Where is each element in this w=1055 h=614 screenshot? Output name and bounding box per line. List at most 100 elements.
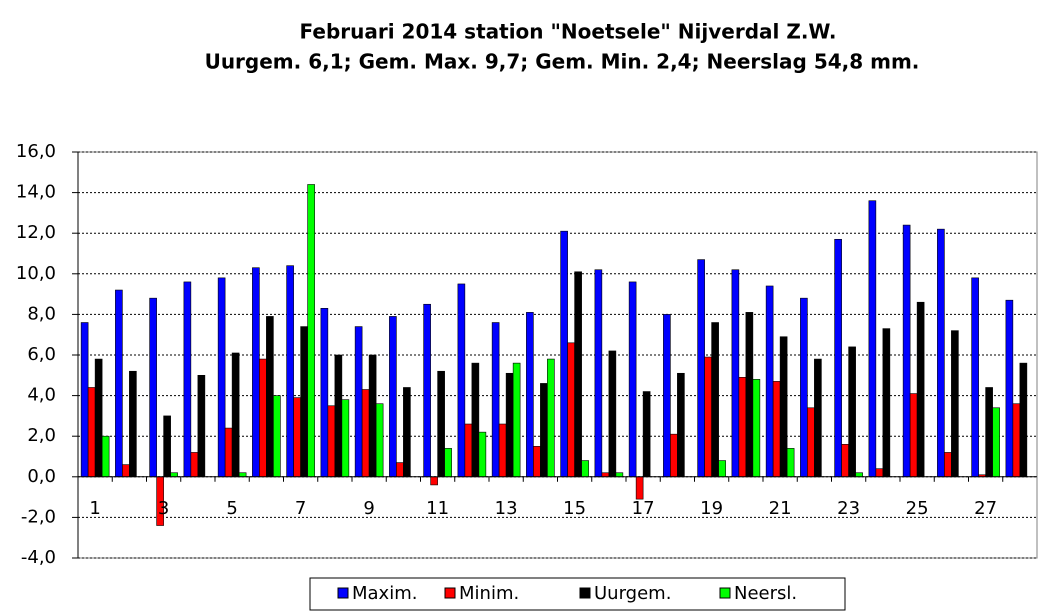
bar [375, 403, 384, 478]
y-tick-label: 6,0 [27, 344, 56, 365]
x-tick-label: 9 [363, 498, 374, 519]
bar [711, 322, 719, 478]
chart-title: Februari 2014 station "Noetsele" Nijverd… [300, 20, 837, 44]
bar [752, 379, 761, 478]
bar [183, 281, 192, 478]
bar [403, 387, 411, 478]
bar [916, 301, 925, 478]
bar [909, 393, 918, 478]
x-tick-label: 15 [563, 498, 586, 519]
bar [902, 224, 911, 478]
bar [437, 370, 445, 478]
bar [320, 308, 329, 478]
bar [266, 316, 274, 478]
bar [341, 399, 350, 478]
bar [814, 358, 822, 478]
bar [745, 312, 754, 478]
bar [738, 377, 747, 478]
y-tick-label: 10,0 [16, 263, 56, 284]
bar [286, 265, 294, 478]
bar [800, 297, 808, 478]
legend-label: Neersl. [734, 583, 797, 604]
bar [115, 289, 123, 478]
bar [238, 472, 247, 478]
bar [498, 423, 507, 478]
x-tick-label: 17 [632, 498, 655, 519]
bar [231, 352, 240, 478]
bar [464, 423, 473, 478]
bar [704, 356, 712, 478]
x-tick-label: 5 [226, 498, 237, 519]
bar [635, 476, 644, 500]
bar [471, 362, 480, 478]
bar [765, 285, 774, 478]
bar [94, 358, 103, 478]
bar [444, 448, 452, 478]
bar [574, 271, 582, 478]
y-tick-label: 2,0 [27, 425, 56, 446]
x-tick-label: 21 [769, 498, 792, 519]
bar [307, 184, 315, 478]
bar [217, 277, 226, 478]
bar [594, 269, 603, 478]
x-tick-label: 27 [974, 498, 997, 519]
bar [389, 316, 397, 478]
bar [252, 267, 260, 478]
bar [505, 372, 514, 478]
bar [87, 387, 96, 478]
bar [581, 460, 589, 478]
legend-box [309, 577, 846, 611]
legend-swatch [337, 587, 349, 599]
bar [368, 354, 377, 478]
bar [944, 452, 952, 478]
bar [848, 346, 856, 478]
bar [101, 435, 110, 478]
bar [670, 433, 678, 478]
y-tick-label: 4,0 [27, 385, 56, 406]
legend-label: Uurgem. [594, 583, 671, 604]
bar [540, 383, 548, 478]
bar [951, 330, 959, 478]
y-tick-label: -4,0 [21, 547, 56, 568]
bar [197, 374, 206, 478]
bar [677, 372, 685, 478]
bar [628, 281, 637, 478]
bar [533, 446, 541, 478]
legend-swatch [579, 587, 591, 599]
bar [457, 283, 466, 478]
bar [224, 427, 233, 478]
legend-swatch [444, 587, 456, 599]
y-tick-label: -2,0 [21, 506, 56, 527]
bar [971, 277, 979, 478]
y-tick-label: 12,0 [16, 222, 56, 243]
bar [855, 472, 863, 478]
legend-label: Minim. [459, 583, 519, 604]
bar [361, 389, 370, 478]
bar [985, 387, 993, 478]
bar [334, 354, 343, 478]
x-tick-label: 1 [89, 498, 100, 519]
bar [512, 362, 521, 478]
legend-label: Maxim. [352, 583, 417, 604]
bar [697, 259, 705, 478]
bar [149, 297, 157, 478]
y-tick-label: 8,0 [27, 303, 56, 324]
bar [834, 238, 842, 478]
bar [259, 358, 267, 478]
bar [567, 342, 575, 478]
bar [293, 397, 301, 478]
bar [129, 370, 137, 478]
bar [491, 322, 500, 478]
bar [615, 472, 624, 478]
bar [300, 326, 308, 478]
bar [868, 200, 877, 478]
bar [526, 312, 534, 478]
bar [663, 314, 671, 478]
bar [547, 358, 555, 478]
bar [807, 407, 815, 478]
bar [273, 395, 281, 478]
bar [396, 462, 404, 478]
bar [841, 444, 849, 478]
bar [327, 405, 336, 478]
